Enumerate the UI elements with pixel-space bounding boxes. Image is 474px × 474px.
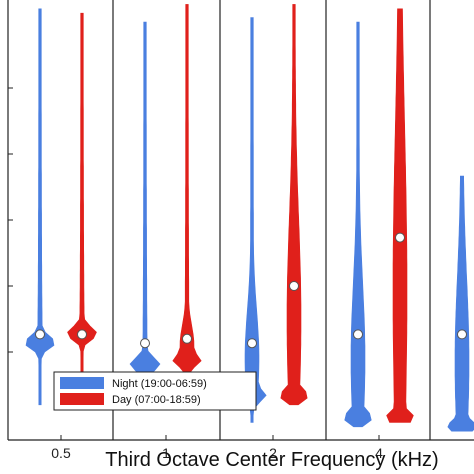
violin-night bbox=[237, 17, 267, 423]
x-tick-label: 4 bbox=[375, 445, 383, 461]
violin-night bbox=[344, 21, 372, 428]
violin-day bbox=[280, 4, 308, 406]
violin-day bbox=[172, 4, 202, 401]
violin-night bbox=[25, 8, 55, 406]
legend: Night (19:00-06:59) Day (07:00-18:59) bbox=[53, 371, 257, 411]
x-tick-label: 0.5 bbox=[51, 445, 71, 461]
legend-swatch bbox=[60, 377, 104, 389]
median-marker bbox=[35, 329, 45, 340]
median-marker bbox=[77, 329, 87, 340]
violin-day bbox=[386, 8, 414, 423]
median-marker bbox=[289, 281, 299, 291]
median-marker bbox=[353, 329, 363, 340]
violin-night bbox=[447, 175, 474, 432]
median-marker bbox=[395, 232, 405, 243]
x-tick-label: 2 bbox=[269, 445, 277, 461]
median-marker bbox=[247, 338, 257, 349]
legend-swatch bbox=[60, 393, 104, 405]
median-marker bbox=[182, 333, 192, 344]
legend-label: Night (19:00-06:59) bbox=[112, 378, 207, 390]
violin-night bbox=[129, 21, 161, 410]
median-marker bbox=[140, 338, 150, 349]
x-tick-label: 1 bbox=[162, 445, 170, 461]
median-marker bbox=[457, 329, 467, 340]
x-axis-title: Third Octave Center Frequency (kHz) bbox=[105, 449, 438, 471]
legend-label: Day (07:00-18:59) bbox=[112, 394, 201, 406]
violin-day bbox=[67, 12, 97, 397]
